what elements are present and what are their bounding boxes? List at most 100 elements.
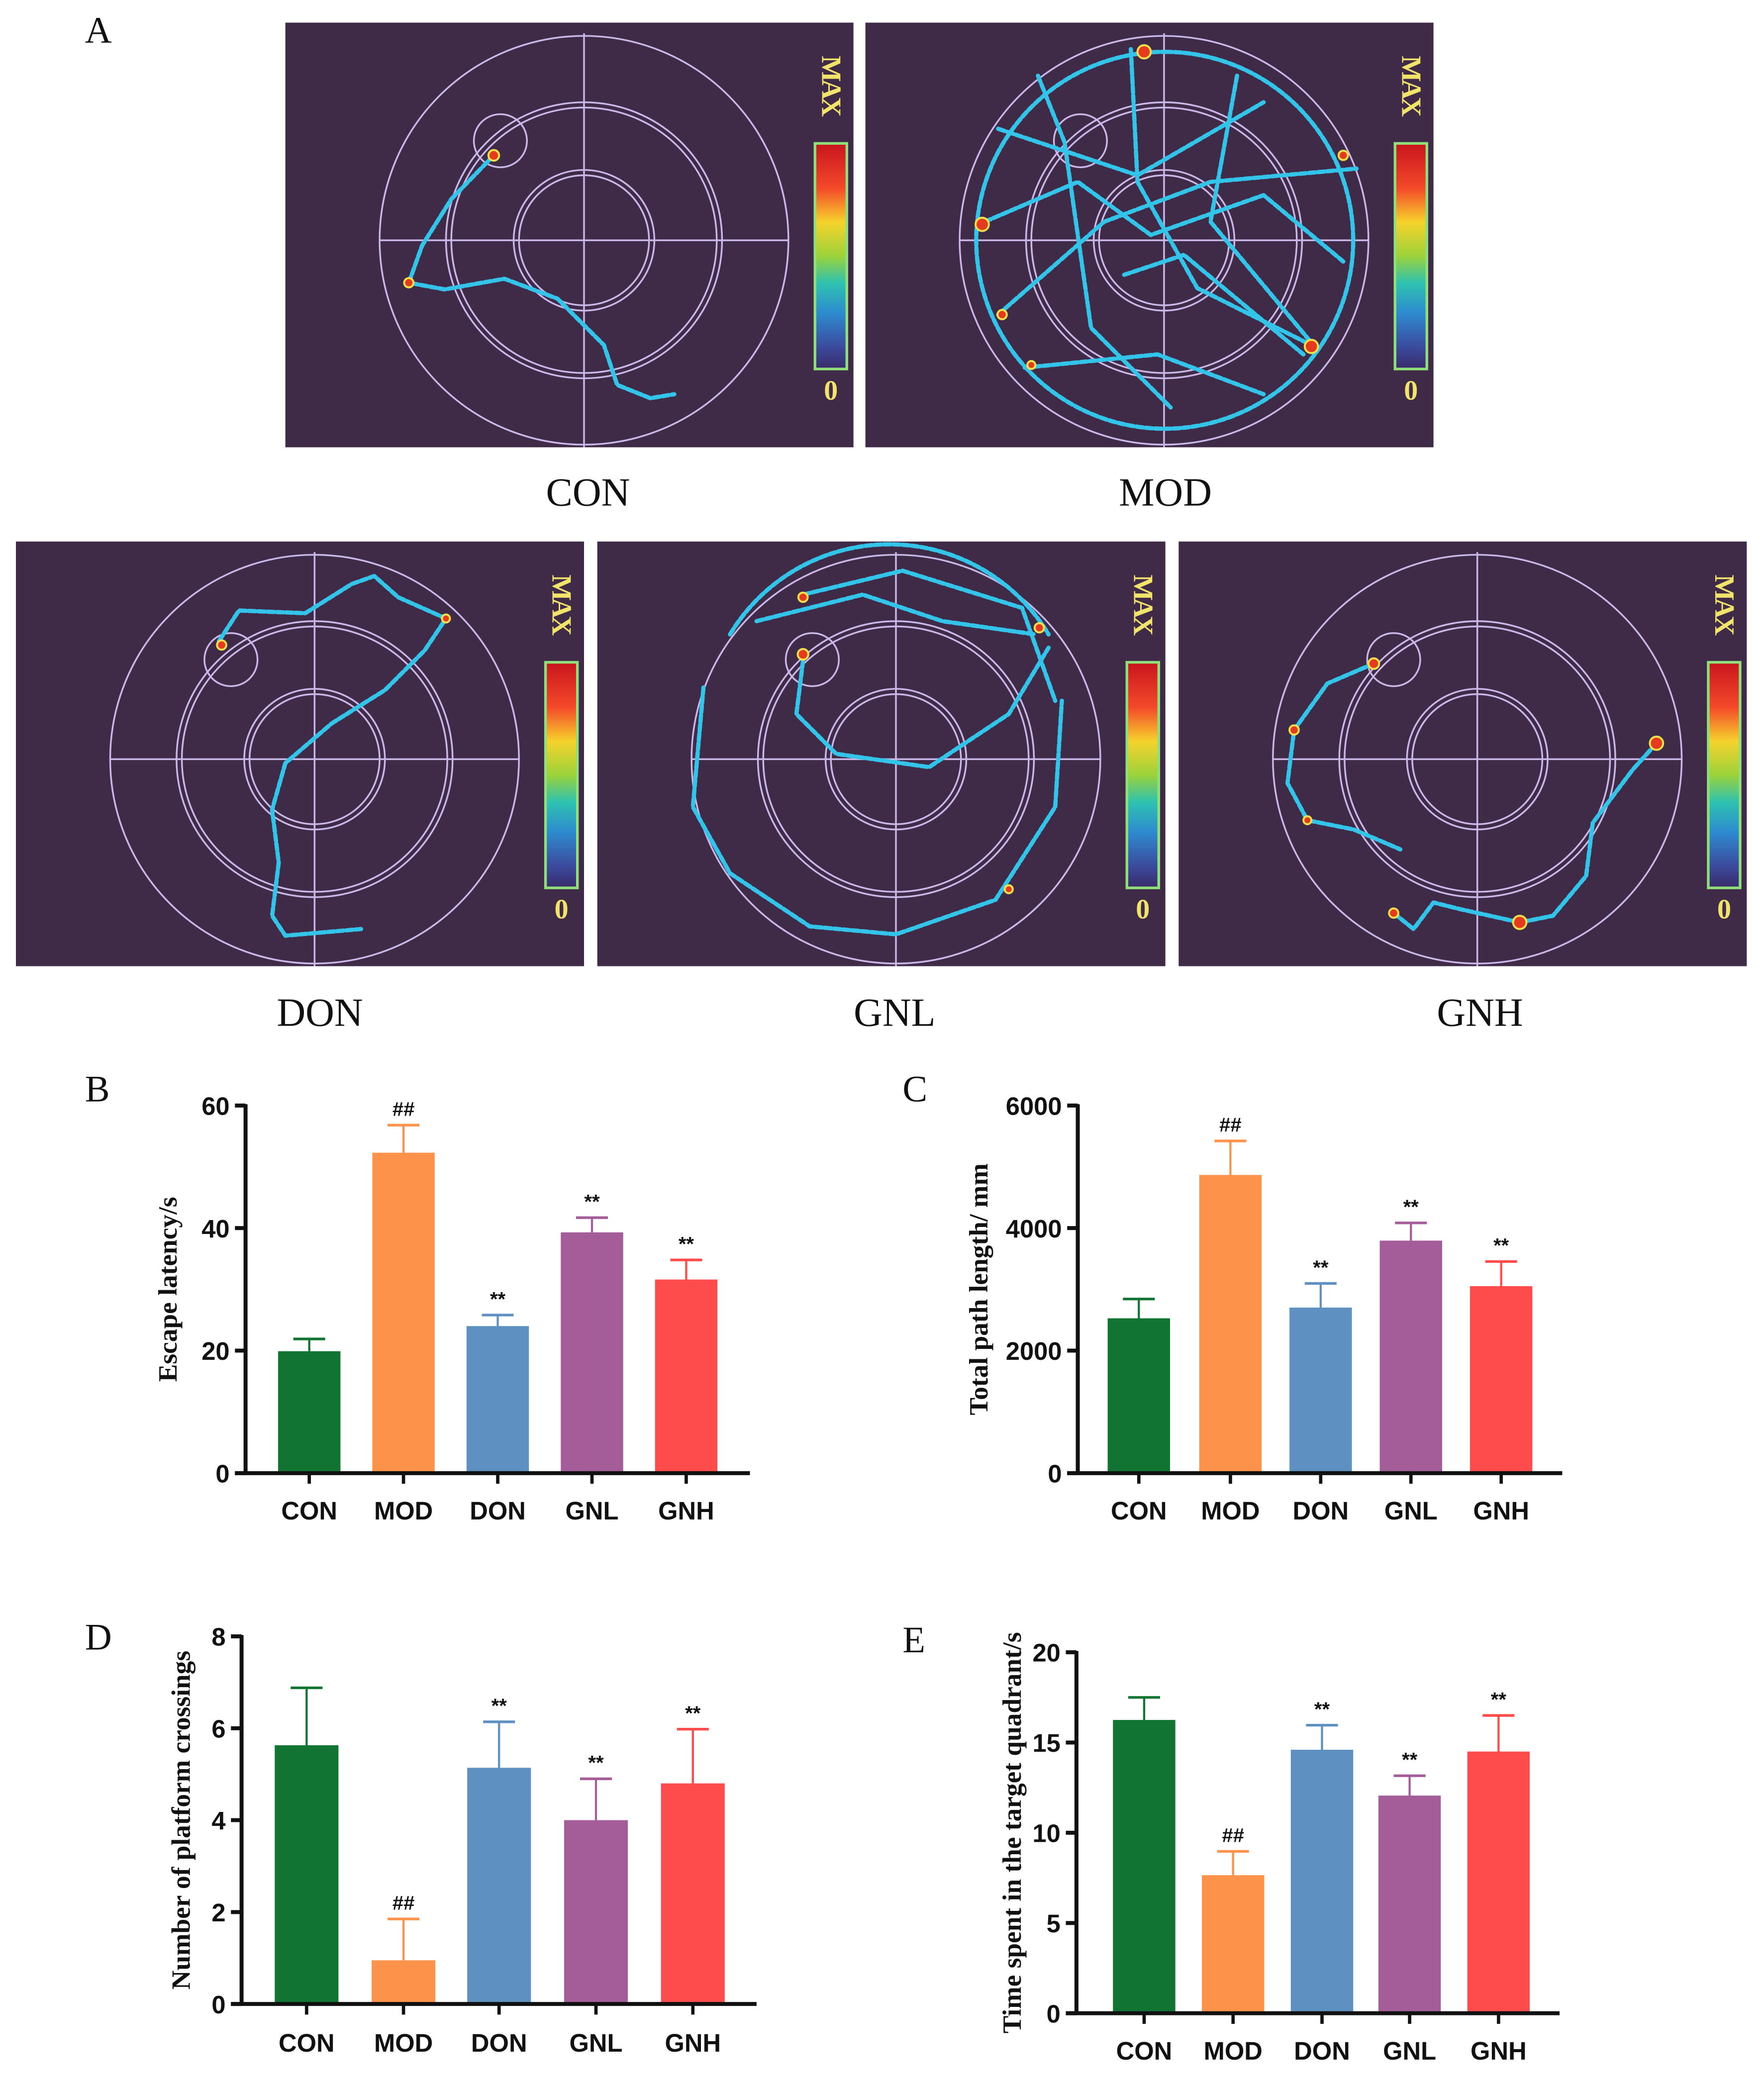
y-tick-label: 40 [201,1215,229,1243]
significance-label: ** [685,1703,701,1724]
significance-label: ** [588,1752,604,1774]
bar-mod [1202,1875,1265,2013]
x-tick-label: GNL [1383,2037,1436,2065]
y-tick-label: 0 [211,1990,225,2019]
colorbar-max-label: MAX [546,574,577,636]
bar-con [278,1351,341,1473]
bar-don [1289,1307,1352,1473]
significance-label: ** [1313,1257,1329,1279]
y-axis-label: Escape latency/s [153,1197,183,1382]
bar-gnh [1467,1751,1530,2013]
y-tick-label: 2000 [1006,1337,1062,1365]
bar-don [1290,1749,1354,2013]
bar-don [466,1326,529,1473]
x-tick-label: DON [470,1497,526,1525]
bar-gnh [655,1279,718,1473]
bar-gnh [1470,1286,1533,1473]
significance-label: ** [584,1191,600,1213]
heatmap-label-don: DON [277,991,363,1035]
heatmap-don: MAX 0 [16,542,584,966]
bar-con [1113,1720,1176,2013]
bar-gnl [1378,1796,1441,2013]
significance-label: ## [1219,1114,1242,1136]
bar-gnh [661,1783,725,2004]
heatmap-gnl: MAX 0 [597,542,1166,966]
y-tick-label: 4 [211,1806,225,1835]
x-tick-label: CON [1116,2037,1173,2065]
colorbar-min-label: 0 [555,894,569,925]
colorbar-max-label: MAX [1395,56,1426,117]
bar-gnl [1379,1240,1442,1473]
bar-mod [372,1960,436,2004]
x-tick-label: MOD [1204,2037,1263,2065]
heatmap-con: MAX 0 [286,23,854,448]
significance-label: ** [491,1695,507,1717]
panel-letter-c: C [902,1069,927,1110]
x-tick-label: MOD [374,2029,433,2057]
x-tick-label: GNH [658,1497,714,1525]
x-tick-label: MOD [374,1497,433,1525]
x-tick-label: MOD [1201,1497,1260,1525]
significance-label: ** [1402,1749,1418,1771]
significance-label: ## [392,1892,415,1914]
colorbar-max-label: MAX [815,56,846,117]
y-tick-label: 0 [1047,1999,1061,2028]
colorbar-min-label: 0 [1717,894,1731,925]
bar-don [467,1768,531,2004]
x-tick-label: DON [1294,2037,1350,2065]
x-tick-label: GNH [665,2029,721,2057]
panel-letter-b: B [85,1069,110,1110]
chart-c: CON ## MOD ** DON ** GNL ** GNH 0 2000 4000 6000 Tota… [964,1092,1563,1525]
y-tick-label: 2 [211,1898,225,1927]
y-tick-label: 0 [215,1460,229,1488]
y-axis-label: Time spent in the target quadrant/s [997,1632,1027,2033]
panel-letter-e: E [902,1619,925,1661]
significance-label: ** [1314,1699,1330,1720]
x-tick-label: GNL [1384,1497,1438,1525]
chart-b: CON ## MOD ** DON ** GNL ** GNH 0 20 40 60 Escape lat… [153,1092,750,1525]
y-tick-label: 4000 [1006,1215,1062,1243]
colorbar-max-label: MAX [1709,574,1740,636]
x-tick-label: GNH [1470,2037,1527,2065]
significance-label: ## [1222,1825,1244,1847]
significance-label: ## [392,1098,415,1120]
x-tick-label: GNH [1473,1497,1529,1525]
y-tick-label: 20 [201,1337,229,1365]
x-tick-label: GNL [570,2029,623,2057]
heatmap-label-con: CON [546,471,630,515]
significance-label: ** [679,1233,694,1255]
bar-mod [372,1152,435,1473]
heatmap-label-gnh: GNH [1437,991,1523,1035]
y-tick-label: 10 [1032,1819,1060,1848]
bar-gnl [564,1820,628,2004]
heatmap-label-mod: MOD [1119,471,1212,515]
x-tick-label: CON [279,2029,335,2057]
y-tick-label: 8 [211,1623,225,1651]
significance-label: ** [490,1288,506,1310]
bar-gnl [561,1232,623,1473]
y-axis-label: Total path length/ mm [964,1163,993,1415]
significance-label: ** [1493,1235,1509,1257]
x-tick-label: CON [1111,1497,1167,1525]
y-axis-label: Number of platform crossings [166,1651,196,1989]
bar-con [1107,1318,1170,1473]
y-tick-label: 20 [1032,1639,1060,1667]
x-tick-label: DON [1293,1497,1349,1525]
bar-mod [1199,1175,1262,1473]
y-tick-label: 5 [1047,1909,1061,1938]
heatmap-gnh: MAX 0 [1178,542,1747,966]
y-tick-label: 60 [201,1092,229,1120]
significance-label: ** [1491,1689,1507,1710]
y-tick-label: 15 [1032,1729,1060,1757]
significance-label: ** [1403,1196,1419,1218]
chart-d: CON ## MOD ** DON ** GNL ** GNH 0 2 4 6 8 Number of pl… [166,1623,757,2057]
colorbar-min-label: 0 [824,375,838,406]
x-tick-label: DON [471,2029,527,2057]
x-tick-label: CON [281,1497,337,1525]
y-tick-label: 6000 [1006,1092,1062,1120]
y-tick-label: 0 [1048,1460,1062,1488]
heatmap-label-gnl: GNL [854,991,935,1035]
